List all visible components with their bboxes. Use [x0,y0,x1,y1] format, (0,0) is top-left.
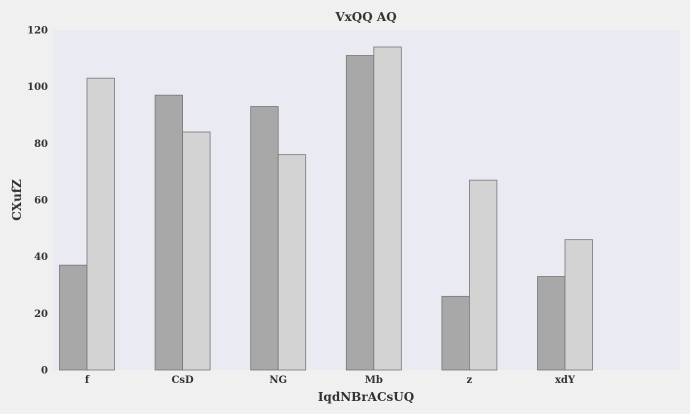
bar-z-series-1 [441,295,470,371]
y-ticks-group: 0 20 40 60 80 100 120 [27,26,48,377]
bar-Mb-series-1 [345,55,375,371]
x-tick-label: z [467,375,473,386]
x-tick-label: f [85,375,90,386]
y-axis-label: CXufZ [10,179,24,221]
bars-group [59,46,593,371]
bar-f-series-2 [86,77,115,371]
bar-NG-series-1 [250,106,279,371]
bar-NG-series-2 [277,154,307,371]
bar-xdY-series-2 [564,239,593,371]
bar-CsD-series-1 [154,94,184,371]
x-tick-label: xdY [555,375,576,386]
bar-xdY-series-1 [537,276,566,371]
y-tick-label: 80 [34,139,48,150]
x-axis-label: IqdNBrACsUQ [318,390,414,404]
y-tick-label: 20 [34,309,48,320]
bar-z-series-2 [468,179,498,371]
x-tick-label: Mb [365,375,383,386]
x-ticks-group: f CsD NG Mb z xdY [85,375,576,386]
y-tick-label: 40 [34,252,48,263]
bar-Mb-series-2 [373,46,402,371]
y-tick-label: 120 [27,26,48,37]
x-tick-label: CsD [171,375,194,386]
bar-CsD-series-2 [182,131,211,371]
x-tick-label: NG [269,375,287,386]
chart-title: VxQQ AQ [334,10,396,24]
y-tick-label: 0 [41,366,48,377]
y-tick-label: 60 [34,196,48,207]
y-tick-label: 100 [27,82,48,93]
bar-f-series-1 [59,264,88,371]
